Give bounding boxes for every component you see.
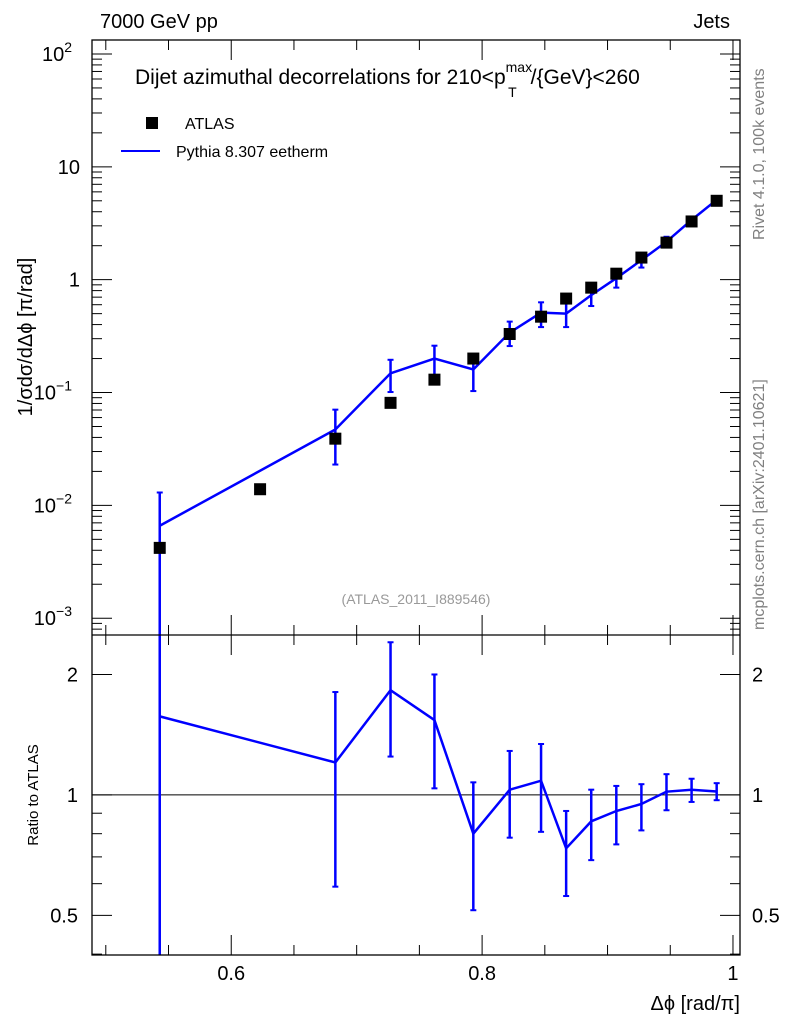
ratio-tick-label-right: 2 xyxy=(752,664,763,686)
data-point xyxy=(329,432,342,445)
data-point xyxy=(535,310,548,323)
mcplots-label: mcplots.cern.ch [arXiv:2401.10621] xyxy=(751,379,768,630)
data-point xyxy=(660,236,673,249)
data-point xyxy=(503,328,516,341)
rivet-label: Rivet 4.1.0, 100k events xyxy=(751,68,768,240)
y-tick-label: 10−3 xyxy=(34,603,72,630)
x-axis-label: Δϕ [rad/π] xyxy=(651,993,741,1015)
ratio-axis-label: Ratio to ATLAS xyxy=(25,744,42,845)
data-point xyxy=(685,215,698,228)
y-tick-label: 10−2 xyxy=(34,490,72,517)
y-tick-label: 1 xyxy=(69,270,80,292)
ratio-line xyxy=(159,688,717,851)
x-tick-label: 0.6 xyxy=(217,963,245,985)
data-point xyxy=(467,352,480,365)
header-right: Jets xyxy=(693,11,730,33)
plot-frame xyxy=(91,39,741,956)
data-point xyxy=(254,483,267,496)
data-point xyxy=(635,251,648,264)
data-point xyxy=(428,373,441,386)
data-point xyxy=(560,292,573,305)
data-point xyxy=(153,541,166,554)
ratio-tick-label-right: 1 xyxy=(752,785,763,807)
y-tick-label: 10−1 xyxy=(34,378,72,405)
header-left: 7000 GeV pp xyxy=(100,11,218,33)
x-tick-label: 1 xyxy=(727,963,738,985)
data-point xyxy=(710,194,723,207)
analysis-id: (ATLAS_2011_I889546) xyxy=(342,591,491,607)
mc-line xyxy=(159,198,718,527)
data-point xyxy=(384,396,397,409)
legend-label-pythia: Pythia 8.307 eetherm xyxy=(176,144,328,161)
ratio-tick-label-left: 0.5 xyxy=(50,905,78,927)
legend-marker-atlas xyxy=(146,117,158,129)
y-tick-label: 102 xyxy=(42,39,72,66)
chart-title: Dijet azimuthal decorrelations for 210<p… xyxy=(135,59,640,100)
data-point xyxy=(610,267,623,280)
x-tick-label: 0.8 xyxy=(468,963,496,985)
data-point xyxy=(585,281,598,294)
ratio-tick-label-left: 1 xyxy=(67,785,78,807)
legend-label-atlas: ATLAS xyxy=(185,116,235,133)
ratio-tick-label-right: 0.5 xyxy=(752,905,780,927)
ratio-tick-label-left: 2 xyxy=(67,664,78,686)
y-axis-label: 1/σdσ/dΔϕ [π/rad] xyxy=(15,258,37,417)
y-tick-label: 10 xyxy=(58,157,80,179)
